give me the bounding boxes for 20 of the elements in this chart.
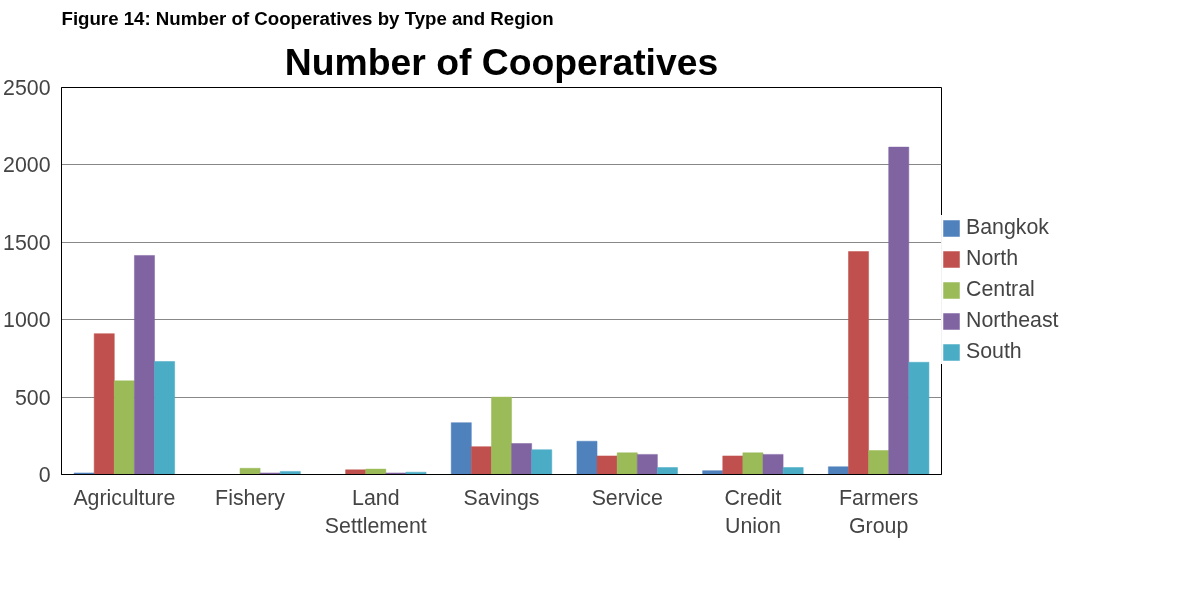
x-tick-label: Farmers Group bbox=[838, 485, 919, 539]
x-tick-label: Savings bbox=[463, 485, 540, 510]
legend-label: Central bbox=[966, 277, 1035, 302]
y-tick-label: 1500 bbox=[3, 230, 51, 255]
x-tick-label: Credit Union bbox=[724, 485, 782, 539]
y-tick-label: 2000 bbox=[3, 153, 51, 178]
y-tick-label: 500 bbox=[14, 385, 51, 410]
x-tick-label: Service bbox=[591, 485, 663, 510]
legend-label: North bbox=[966, 246, 1019, 271]
legend-label: South bbox=[966, 339, 1022, 364]
x-tick-label: Fishery bbox=[215, 485, 286, 510]
chart-title: Number of Cooperatives bbox=[284, 40, 719, 83]
legend-label: Northeast bbox=[966, 308, 1059, 333]
legend-label: Bangkok bbox=[966, 215, 1050, 240]
x-tick-label: Agriculture bbox=[73, 485, 176, 510]
y-tick-label: 2500 bbox=[3, 76, 51, 100]
y-tick-label: 0 bbox=[38, 463, 51, 487]
x-tick-label: Land Settlement bbox=[324, 485, 427, 539]
caption: Figure 14: Number of Cooperatives by Type and Region bbox=[61, 7, 554, 29]
y-tick-label: 1000 bbox=[3, 308, 51, 333]
